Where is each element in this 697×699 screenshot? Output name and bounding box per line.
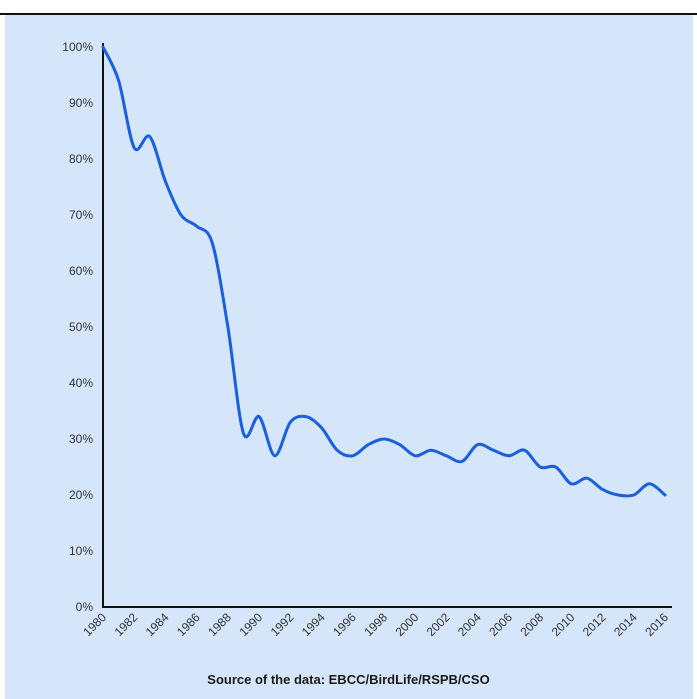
x-tick-label: 1986 bbox=[174, 610, 203, 639]
x-tick-label: 2006 bbox=[486, 610, 515, 639]
x-tick-label: 2002 bbox=[424, 610, 453, 639]
x-tick-label: 1984 bbox=[143, 610, 172, 639]
y-tick-label: 80% bbox=[69, 152, 93, 166]
x-tick-label: 1996 bbox=[330, 610, 359, 639]
y-tick-label: 100% bbox=[62, 40, 93, 54]
x-tick-label: 1982 bbox=[112, 610, 141, 639]
source-caption: Source of the data: EBCC/BirdLife/RSPB/C… bbox=[207, 672, 490, 687]
x-tick-label: 2008 bbox=[517, 610, 546, 639]
y-tick-label: 90% bbox=[69, 96, 93, 110]
y-tick-label: 0% bbox=[76, 600, 94, 614]
series-line bbox=[101, 45, 667, 498]
x-tick-label: 1990 bbox=[236, 610, 265, 639]
x-tick-label: 1994 bbox=[299, 610, 328, 639]
y-tick-label: 30% bbox=[69, 432, 93, 446]
top-border bbox=[0, 0, 697, 15]
x-tick-label: 2012 bbox=[580, 610, 609, 639]
y-tick-label: 40% bbox=[69, 376, 93, 390]
x-tick-label: 1980 bbox=[80, 610, 109, 639]
y-tick-label: 20% bbox=[69, 488, 93, 502]
x-tick-label: 2016 bbox=[642, 610, 671, 639]
x-tick-label: 2014 bbox=[611, 610, 640, 639]
chart-panel bbox=[5, 15, 693, 699]
x-tick-label: 1992 bbox=[268, 610, 297, 639]
y-tick-label: 70% bbox=[69, 208, 93, 222]
x-tick-label: 2010 bbox=[549, 610, 578, 639]
x-tick-label: 1988 bbox=[205, 610, 234, 639]
y-tick-label: 60% bbox=[69, 264, 93, 278]
x-tick-label: 2004 bbox=[455, 610, 484, 639]
x-tick-label: 1998 bbox=[361, 610, 390, 639]
y-tick-label: 10% bbox=[69, 544, 93, 558]
y-tick-label: 50% bbox=[69, 320, 93, 334]
x-tick-label: 2000 bbox=[393, 610, 422, 639]
